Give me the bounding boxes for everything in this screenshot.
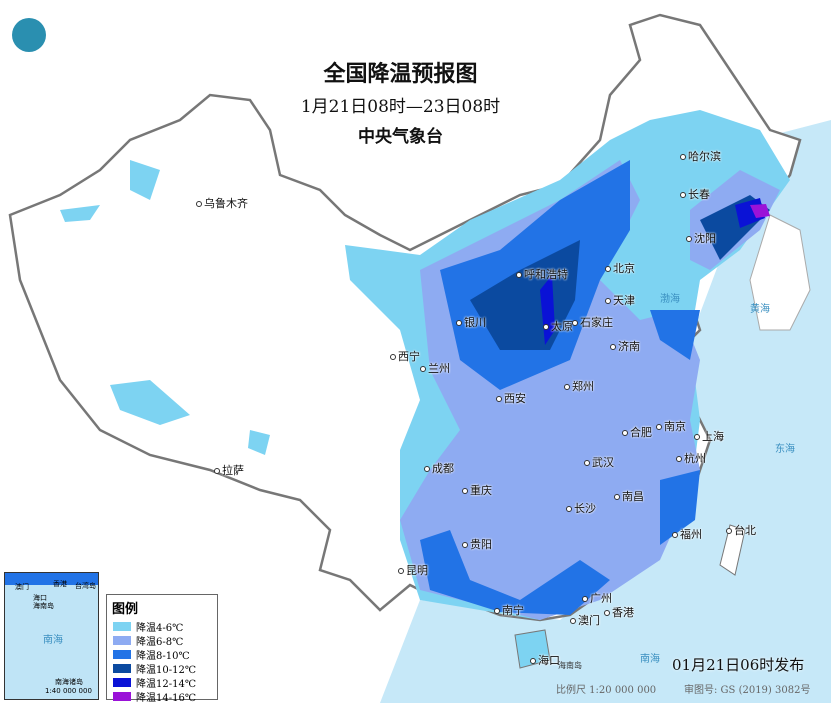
inset-label: 台湾岛	[75, 582, 96, 590]
inset-label: 南海	[43, 635, 63, 646]
city-label: 杭州	[676, 450, 706, 466]
map-scale: 比例尺 1:20 000 000	[556, 685, 657, 696]
map-title: 全国降温预报图	[323, 62, 478, 87]
city-label: 长沙	[566, 500, 596, 516]
legend-item: 降温4-6℃	[113, 619, 217, 634]
city-label: 海口	[530, 652, 560, 668]
city-label: 天津	[605, 292, 635, 308]
legend: 图例 降温4-6℃ 降温6-8℃ 降温8-10℃ 降温10-12℃ 降温12-1…	[106, 594, 218, 704]
city-label: 呼和浩特	[516, 266, 568, 282]
city-label: 沈阳	[686, 230, 716, 246]
inset-label: 香港	[53, 580, 67, 588]
zone-14-16	[750, 204, 770, 218]
city-label: 南昌	[614, 488, 644, 504]
inset-scale: 1:40 000 000	[45, 687, 92, 695]
city-label: 乌鲁木齐	[196, 195, 248, 211]
city-label: 南京	[656, 418, 686, 434]
city-label: 兰州	[420, 360, 450, 376]
city-label: 重庆	[462, 482, 492, 498]
city-label: 西宁	[390, 348, 420, 364]
city-label: 太原	[543, 318, 573, 334]
city-label: 济南	[610, 338, 640, 354]
south-china-sea-inset: 澳门 香港 台湾岛 海口 海南岛 南海 南海诸岛 1:40 000 000	[4, 572, 99, 700]
city-label: 贵阳	[462, 536, 492, 552]
city-label: 拉萨	[214, 462, 244, 478]
cma-logo	[12, 18, 46, 52]
legend-item: 降温10-12℃	[113, 661, 217, 676]
city-label: 石家庄	[572, 314, 613, 330]
city-label: 郑州	[564, 378, 594, 394]
city-label: 香港	[604, 604, 634, 620]
sea-label: 黄海	[750, 304, 770, 315]
city-label: 成都	[424, 460, 454, 476]
zone-12-14	[540, 198, 765, 345]
city-label: 北京	[605, 260, 635, 276]
city-label: 哈尔滨	[680, 148, 721, 164]
issue-time: 01月21日06时发布	[672, 656, 805, 674]
legend-item: 降温14-16℃	[113, 689, 217, 704]
city-label: 昆明	[398, 562, 428, 578]
sea-label: 南海	[640, 654, 660, 665]
issuer: 中央气象台	[358, 127, 443, 147]
city-label: 武汉	[584, 454, 614, 470]
city-label: 合肥	[622, 424, 652, 440]
korea-land	[749, 214, 811, 331]
inset-label: 海南岛	[33, 602, 54, 610]
city-label: 台北	[726, 522, 756, 538]
legend-item: 降温6-8℃	[113, 633, 217, 648]
inset-cooling-band	[5, 573, 98, 585]
inset-label: 澳门	[15, 583, 29, 591]
forecast-period: 1月21日08时—23日08时	[300, 97, 501, 117]
zone-4-6-tibet	[60, 160, 270, 455]
inset-label: 海口	[33, 594, 47, 602]
city-label: 银川	[456, 314, 486, 330]
review-number: 审图号: GS (2019) 3082号	[684, 685, 811, 696]
city-label: 福州	[672, 526, 702, 542]
inset-label: 南海诸岛	[55, 678, 83, 686]
zone-8-10	[420, 160, 700, 615]
city-label: 南宁	[494, 602, 524, 618]
legend-item: 降温12-14℃	[113, 675, 217, 690]
legend-item: 降温8-10℃	[113, 647, 217, 662]
sea-label: 渤海	[660, 294, 680, 305]
city-label: 长春	[680, 186, 710, 202]
sea-label: 海南岛	[558, 661, 582, 670]
sea-label: 东海	[775, 444, 795, 455]
city-label: 广州	[582, 590, 612, 606]
legend-title: 图例	[112, 602, 139, 617]
city-label: 上海	[694, 428, 724, 444]
city-label: 澳门	[570, 612, 600, 628]
city-label: 西安	[496, 390, 526, 406]
